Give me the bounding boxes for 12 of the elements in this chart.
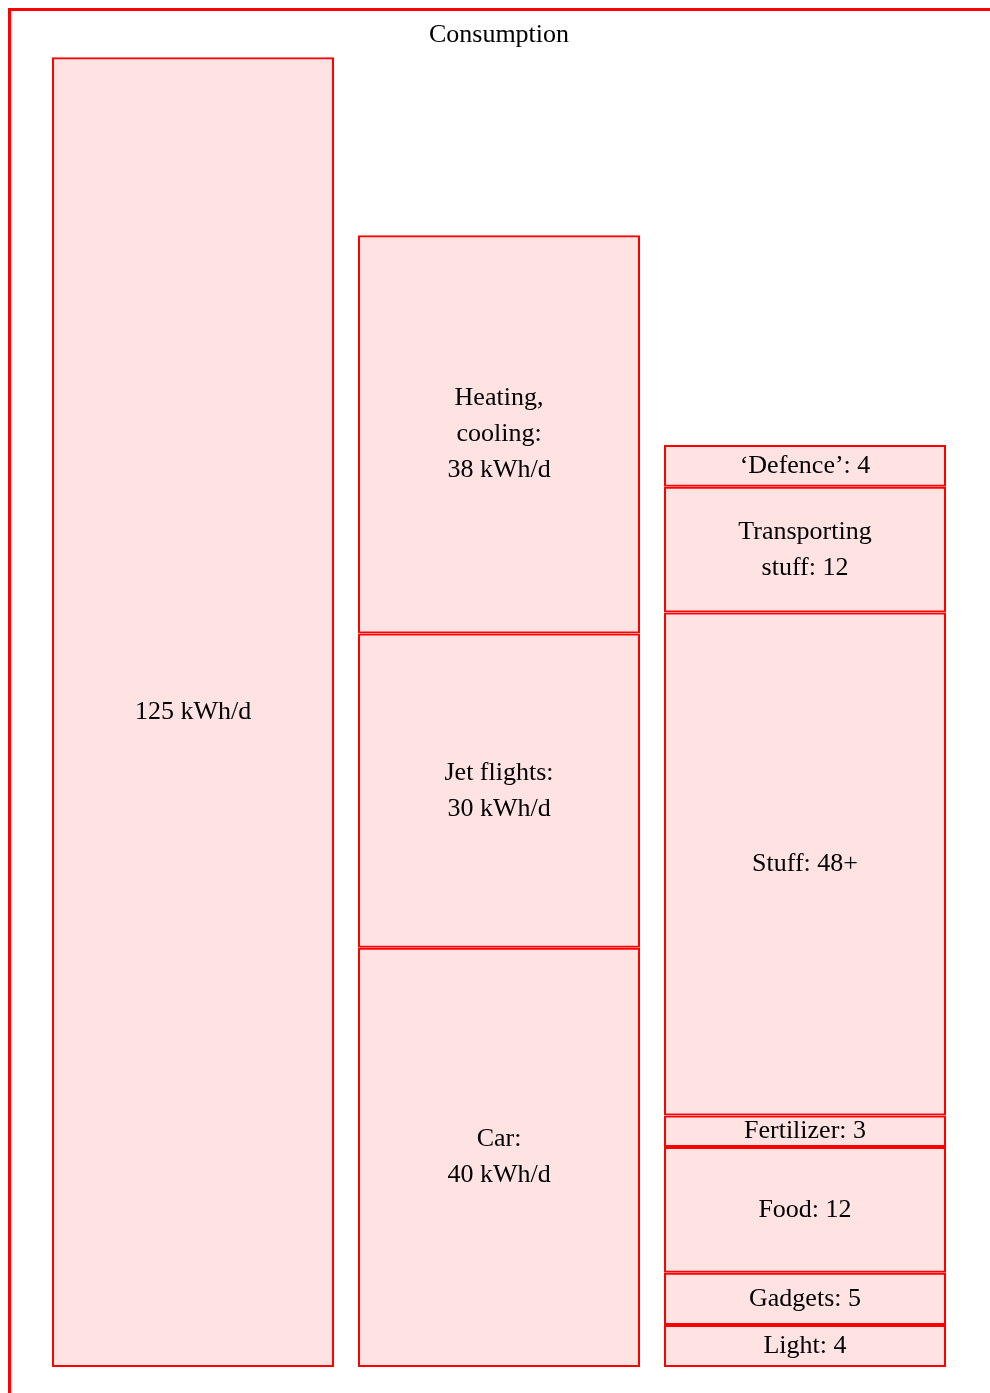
data-label: Fertilizer: 3 [743, 1115, 867, 1145]
data-label: Car: 40 kWh/d [447, 1123, 551, 1189]
data-label: Transporting stuff: 12 [738, 515, 872, 581]
data-label: Food: 12 [758, 1193, 852, 1223]
data-label: Jet flights: 30 kWh/d [444, 756, 554, 822]
data-label: Light: 4 [763, 1329, 847, 1359]
chart-title: Consumption [428, 19, 570, 49]
data-label: Gadgets: 5 [749, 1282, 861, 1312]
data-label: ‘Defence’: 4 [739, 449, 871, 479]
data-label: Stuff: 48+ [752, 847, 858, 877]
data-label: Heating, cooling: 38 kWh/d [447, 382, 551, 484]
data-label: 125 kWh/d [134, 695, 252, 725]
